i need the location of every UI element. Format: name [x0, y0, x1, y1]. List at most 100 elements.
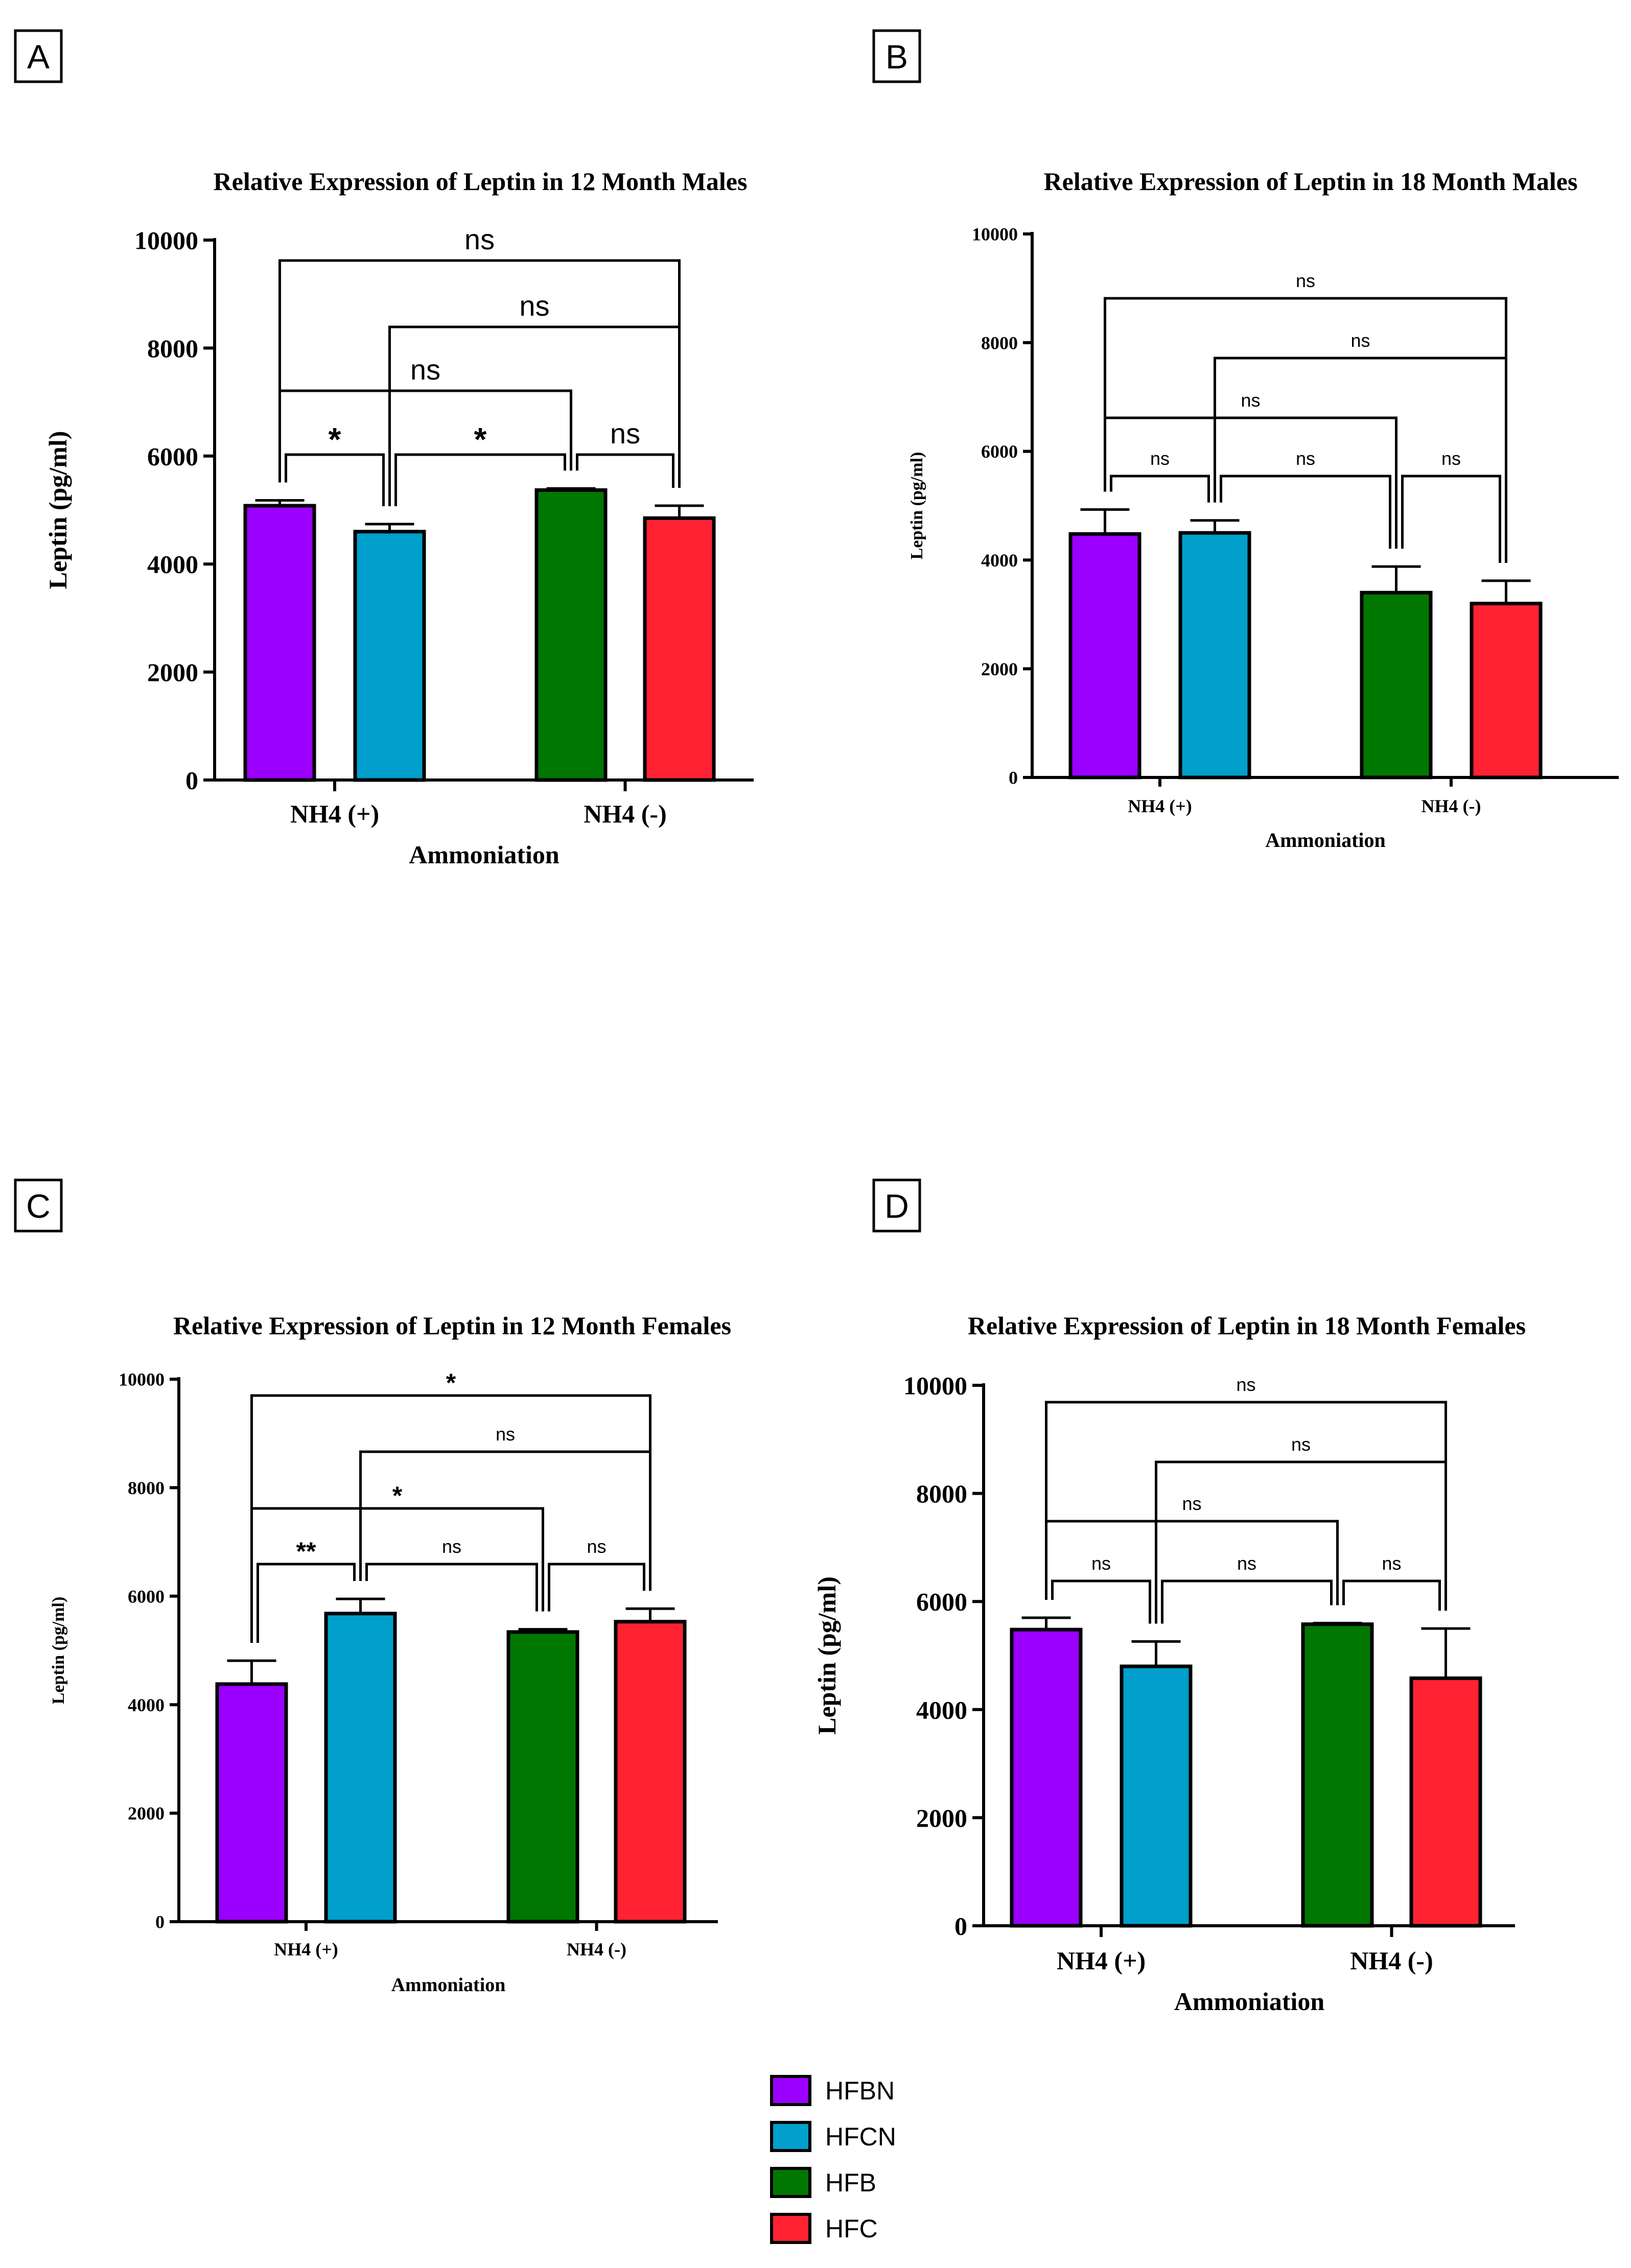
y-tick-label: 4000: [981, 550, 1018, 571]
legend-label-hfc: HFC: [825, 2214, 878, 2243]
significance-label: *: [392, 1481, 403, 1510]
bar-hfcn-nh4: [324, 1612, 397, 1924]
y-tick-label: 8000: [916, 1479, 967, 1508]
x-axis-title: Ammoniation: [391, 1974, 506, 1996]
bar-hfb-nh4: [534, 488, 608, 782]
significance-label: ns: [1182, 1493, 1201, 1514]
y-tick-label: 0: [155, 1912, 165, 1932]
x-tick-label: NH4 (+): [290, 799, 379, 828]
y-tick-label: 6000: [916, 1588, 967, 1616]
significance-bracket: [1220, 475, 1391, 549]
chart-panel-D: D Relative Expression of Leptin in 18 Mon…: [812, 1178, 1526, 2016]
significance-bracket: [1104, 416, 1397, 549]
significance-label: ns: [1091, 1553, 1111, 1574]
significance-label: ns: [587, 1536, 606, 1557]
panel-label-box: [872, 1178, 921, 1233]
significance-label: ns: [1150, 448, 1170, 469]
y-tick-label: 4000: [147, 550, 198, 579]
y-tick-label: 8000: [128, 1478, 165, 1498]
panel-label: C: [26, 1187, 51, 1225]
bar-hfc-nh4: [1409, 1676, 1482, 1928]
significance-bracket: [1051, 1579, 1151, 1624]
bar-hfcn-nh4: [353, 530, 426, 782]
significance-bracket: [1342, 1579, 1441, 1611]
panel-label-box: [872, 29, 921, 83]
legend-label-hfb: HFB: [825, 2168, 876, 2197]
y-tick-label: 0: [1009, 768, 1018, 788]
bar-hfcn-nh4: [1178, 531, 1251, 779]
panel-label: A: [27, 38, 50, 76]
significance-label: *: [329, 421, 341, 458]
significance-bracket: [250, 1394, 651, 1643]
panel-label: B: [886, 38, 908, 76]
significance-label: *: [446, 1368, 456, 1397]
x-tick-label: NH4 (+): [1128, 796, 1192, 816]
chart-title: Relative Expression of Leptin in 12 Mont…: [214, 167, 748, 196]
significance-bracket: [576, 453, 674, 488]
significance-bracket: [257, 1563, 356, 1643]
significance-label: ns: [1296, 270, 1315, 291]
legend: HFBN HFCN HFB HFC: [770, 2075, 896, 2244]
y-tick-label: 2000: [128, 1803, 165, 1824]
x-tick-label: NH4 (-): [584, 799, 666, 828]
significance-bracket: [1045, 1401, 1447, 1611]
significance-label: ns: [410, 353, 440, 386]
y-tick-label: 2000: [147, 658, 198, 687]
significance-label: ns: [1350, 330, 1370, 351]
significance-bracket: [1110, 475, 1210, 503]
significance-label: ns: [464, 223, 495, 255]
y-tick-label: 10000: [119, 1369, 165, 1390]
significance-bracket: [1045, 1520, 1339, 1605]
significance-label: ns: [1241, 390, 1260, 411]
bar-hfb-nh4: [506, 1630, 579, 1924]
y-tick-label: 8000: [981, 333, 1018, 353]
x-tick-label: NH4 (-): [1422, 796, 1481, 816]
bar-hfbn-nh4: [215, 1682, 288, 1924]
bar-hfb-nh4: [1360, 590, 1433, 779]
significance-bracket: [278, 259, 681, 488]
significance-bracket: [365, 1563, 538, 1612]
legend-swatch-hfb: [770, 2167, 811, 2198]
legend-swatch-hfc: [770, 2213, 811, 2244]
y-axis-title: Leptin (pg/ml): [812, 1576, 841, 1735]
y-tick-label: 10000: [903, 1372, 967, 1400]
significance-label: ns: [1236, 1374, 1255, 1395]
bar-hfb-nh4: [1301, 1622, 1374, 1928]
legend-swatch-hfcn: [770, 2121, 811, 2152]
x-tick-label: NH4 (-): [1350, 1946, 1433, 1975]
significance-bracket: [1401, 475, 1501, 563]
y-tick-label: 6000: [981, 441, 1018, 462]
significance-bracket: [1161, 1579, 1333, 1624]
bar-hfbn-nh4: [243, 504, 316, 782]
significance-label: ns: [1296, 448, 1315, 469]
significance-bracket: [285, 453, 385, 506]
significance-bracket: [548, 1563, 645, 1612]
y-tick-label: 0: [185, 766, 198, 795]
chart-panel-C: C Relative Expression of Leptin in 12 Mon…: [14, 1178, 731, 1996]
y-tick-label: 8000: [147, 334, 198, 363]
significance-label: ns: [519, 290, 549, 322]
legend-label-hfcn: HFCN: [825, 2122, 896, 2151]
x-axis-title: Ammoniation: [409, 840, 560, 869]
legend-swatch-hfbn: [770, 2075, 811, 2106]
y-tick-label: 4000: [128, 1695, 165, 1715]
bar-hfbn-nh4: [1068, 532, 1141, 779]
y-axis-title: Leptin (pg/ml): [907, 452, 926, 560]
bar-hfc-nh4: [614, 1620, 687, 1924]
bar-hfcn-nh4: [1120, 1664, 1193, 1928]
significance-label: ns: [1441, 448, 1461, 469]
panel-label-box: [14, 1178, 63, 1233]
bar-hfc-nh4: [1470, 602, 1543, 779]
significance-bracket: [250, 1507, 544, 1643]
x-tick-label: NH4 (+): [274, 1939, 338, 1959]
significance-label: ns: [1382, 1553, 1401, 1574]
significance-bracket: [359, 1450, 651, 1591]
significance-label: *: [474, 421, 487, 458]
significance-label: ns: [610, 417, 640, 450]
significance-label: ns: [1291, 1434, 1311, 1455]
x-tick-label: NH4 (+): [1057, 1946, 1146, 1975]
y-axis-title: Leptin (pg/ml): [43, 431, 72, 589]
significance-bracket: [1104, 297, 1507, 563]
chart-title: Relative Expression of Leptin in 12 Mont…: [173, 1311, 731, 1340]
